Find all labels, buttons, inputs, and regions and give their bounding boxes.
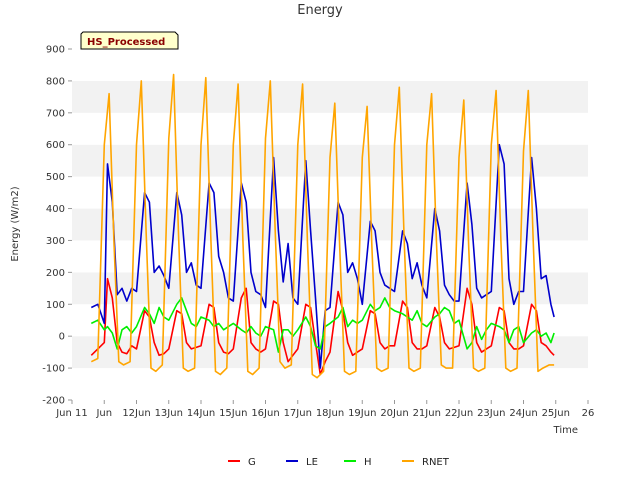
- legend-label-g: G: [248, 457, 256, 468]
- grid-band: [72, 368, 588, 400]
- legend-label-h: H: [364, 457, 372, 468]
- y-tick-label: 800: [46, 76, 65, 87]
- chart-title: Energy: [297, 3, 343, 18]
- y-tick-label: 600: [46, 140, 65, 151]
- series-line-h: [90, 297, 555, 353]
- y-tick-label: 700: [46, 108, 65, 119]
- x-tick-label: 26: [582, 408, 595, 419]
- x-tick-label: 20Jun: [380, 408, 408, 419]
- y-tick-label: -100: [42, 364, 65, 375]
- x-axis: Jun 11 Jun 12Jun 13Jun 14Jun 15Jun 16Jun 17Jun 1…: [55, 400, 594, 419]
- grid-band: [72, 208, 588, 241]
- y-tick-label: -200: [42, 396, 65, 407]
- legend: G LE H RNET: [228, 457, 450, 468]
- x-axis-title: Time: [553, 425, 578, 436]
- x-tick-label: 24Jun: [509, 408, 537, 419]
- x-tick-label: 14Jun: [187, 408, 215, 419]
- y-tick-label: 900: [46, 45, 65, 56]
- y-axis: -200 -100 0 100 200 300 400 500 600 700 800 900: [42, 45, 72, 407]
- y-tick-label: 500: [46, 172, 65, 183]
- grid-band: [72, 112, 588, 145]
- x-tick-label: 22Jun: [445, 408, 473, 419]
- x-tick-label: 13Jun: [155, 408, 183, 419]
- x-tick-label: Jun 11: [55, 408, 88, 419]
- x-tick-label: 17Jun: [284, 408, 312, 419]
- x-tick-label: 21Jun: [413, 408, 441, 419]
- badge-box: [80, 31, 179, 50]
- plot-area: [90, 73, 555, 379]
- grid-band: [72, 80, 588, 113]
- y-tick-label: 200: [46, 268, 65, 279]
- x-tick-label: 25Jun: [542, 408, 570, 419]
- grid-band: [72, 49, 588, 81]
- badge-text: HS_Processed: [87, 37, 165, 48]
- y-tick-label: 100: [46, 300, 65, 311]
- y-axis-title: Energy (W/m2): [10, 186, 21, 261]
- y-tick-label: 300: [46, 236, 65, 247]
- legend-label-le: LE: [306, 457, 318, 468]
- grid-band: [72, 240, 588, 273]
- legend-label-rnet: RNET: [422, 457, 450, 468]
- series-line-rnet: [90, 73, 555, 379]
- y-tick-label: 0: [59, 332, 65, 343]
- series-line-g: [90, 277, 555, 376]
- processed-badge: HS_Processed: [80, 31, 179, 50]
- x-tick-label: 12Jun: [122, 408, 150, 419]
- x-tick-label: 15Jun: [219, 408, 247, 419]
- y-tick-label: 400: [46, 204, 65, 215]
- x-tick-label: 18Jun: [316, 408, 344, 419]
- x-tick-label: Jun: [95, 408, 112, 419]
- x-tick-label: 23Jun: [477, 408, 505, 419]
- x-tick-label: 16Jun: [251, 408, 279, 419]
- x-tick-label: 19Jun: [348, 408, 376, 419]
